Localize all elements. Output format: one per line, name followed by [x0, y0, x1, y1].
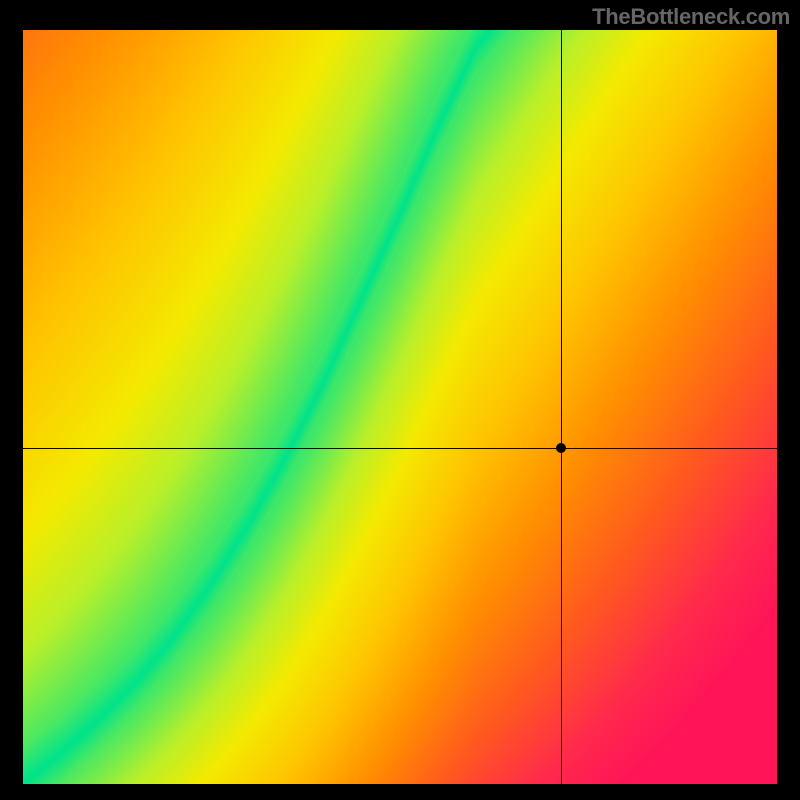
crosshair-horizontal — [23, 448, 777, 449]
crosshair-vertical — [561, 30, 562, 784]
heatmap-canvas — [23, 30, 777, 784]
attribution-text: TheBottleneck.com — [592, 4, 790, 30]
crosshair-marker-dot — [556, 443, 566, 453]
plot-area — [23, 30, 777, 784]
chart-frame: TheBottleneck.com — [0, 0, 800, 800]
